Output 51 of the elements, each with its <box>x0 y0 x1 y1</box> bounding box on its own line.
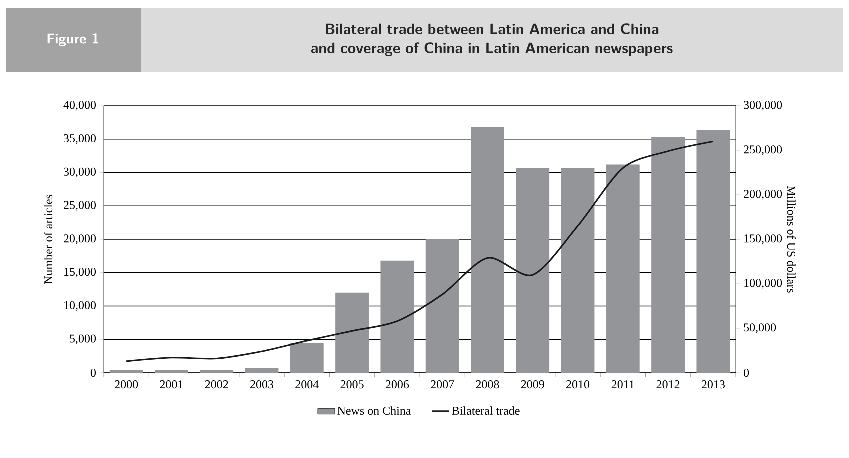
bar <box>380 260 414 373</box>
x-tick-label: 2006 <box>386 380 410 389</box>
x-tick-label: 2008 <box>476 380 500 389</box>
bar <box>290 342 324 373</box>
x-tick-label: 2011 <box>612 380 634 389</box>
y-tick-label: 10,000 <box>64 301 96 312</box>
y2-tick-label: 50,000 <box>744 324 776 334</box>
y2-tick-label: 300,000 <box>744 101 782 111</box>
bar <box>652 137 685 373</box>
legend-label: News on China <box>338 406 412 416</box>
legend-label: Bilateral trade <box>452 406 520 416</box>
y-tick-label: 0 <box>90 368 96 378</box>
y2-tick-label: 0 <box>744 368 750 378</box>
bar <box>516 168 550 373</box>
x-tick-label: 2007 <box>431 380 454 389</box>
bar <box>426 240 460 373</box>
y-tick-label: 20,000 <box>64 234 96 244</box>
x-tick-label: 2004 <box>296 380 319 389</box>
y2-tick-label: 200,000 <box>744 190 782 200</box>
x-tick-label: 2012 <box>656 380 680 389</box>
y2-tick-label: 150,000 <box>744 234 782 244</box>
y-tick-label: 5,000 <box>70 334 96 345</box>
bar <box>110 370 144 373</box>
y2-tick-label: 100,000 <box>744 279 782 289</box>
bar <box>336 292 369 373</box>
bar <box>561 168 595 373</box>
bar <box>200 370 234 373</box>
x-tick-label: 2013 <box>702 380 725 389</box>
chart-title: Bilateral trade between Latin America and China and coverage of China in Latin American newspapers <box>311 24 673 56</box>
y-tick-label: 40,000 <box>64 101 96 111</box>
bar <box>696 130 730 373</box>
y-tick-label: 30,000 <box>64 168 96 178</box>
x-tick-label: 2003 <box>250 380 274 389</box>
bar <box>245 368 279 373</box>
x-tick-label: 2000 <box>115 380 138 389</box>
y2-axis-title: Millions of US dollars <box>787 186 796 293</box>
x-tick-label: 2001 <box>160 380 183 389</box>
line-series <box>126 140 714 362</box>
bar <box>606 164 640 373</box>
y-axis-title: Number of articles <box>44 194 53 284</box>
y-tick-label: 35,000 <box>64 134 96 144</box>
y-tick-label: 15,000 <box>64 268 96 278</box>
y-tick-label: 25,000 <box>64 201 96 212</box>
x-tick-label: 2002 <box>205 380 228 389</box>
x-tick-label: 2010 <box>566 380 590 389</box>
caption: Figure 1 <box>48 34 98 46</box>
x-tick-label: 2009 <box>521 380 544 389</box>
x-tick-label: 2005 <box>340 380 364 389</box>
bar <box>471 127 504 373</box>
y2-tick-label: 250,000 <box>744 146 782 156</box>
bar <box>155 370 188 373</box>
